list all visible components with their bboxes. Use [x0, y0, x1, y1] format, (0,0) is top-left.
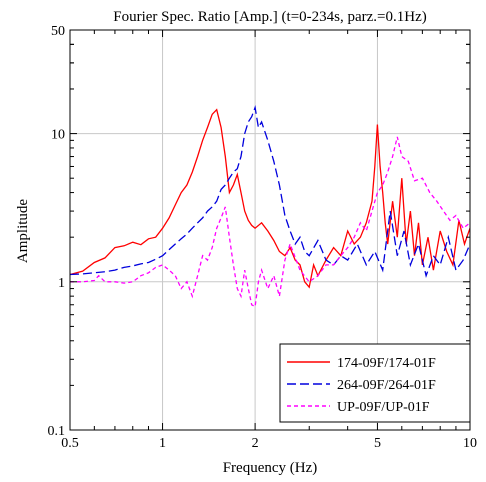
- x-tick-label: 2: [252, 436, 259, 451]
- legend-label: 264-09F/264-01F: [337, 378, 436, 393]
- series-line-2: [70, 104, 470, 278]
- x-tick-label: 10: [463, 436, 477, 451]
- chart-title: Fourier Spec. Ratio [Amp.] (t=0-234s, pa…: [113, 9, 427, 25]
- plot-frame: [69, 29, 471, 431]
- series-layer: [70, 104, 470, 308]
- legend-label: 174-09F/174-01F: [337, 356, 436, 371]
- x-axis-label: Frequency (Hz): [223, 460, 318, 476]
- x-tick-label: 0.5: [61, 436, 79, 451]
- y-tick-label: 0.1: [48, 424, 66, 439]
- y-tick-label: 50: [51, 24, 65, 39]
- y-tick-label: 10: [51, 128, 65, 143]
- grid: [70, 30, 470, 430]
- series-line-3: [70, 136, 470, 308]
- legend-box: [279, 343, 471, 423]
- y-tick-label: 1: [58, 276, 65, 291]
- x-tick-label: 1: [159, 436, 166, 451]
- legend-label: UP-09F/UP-01F: [337, 400, 430, 415]
- y-axis-label: Amplitude: [15, 199, 31, 264]
- ticks: 0.5 1 2 5 10 0.1 1 10 50: [48, 24, 478, 451]
- legend: 174-09F/174-01F 264-09F/264-01F UP-09F/UP-…: [279, 343, 471, 423]
- series-line-1: [70, 108, 470, 289]
- x-tick-label: 5: [374, 436, 381, 451]
